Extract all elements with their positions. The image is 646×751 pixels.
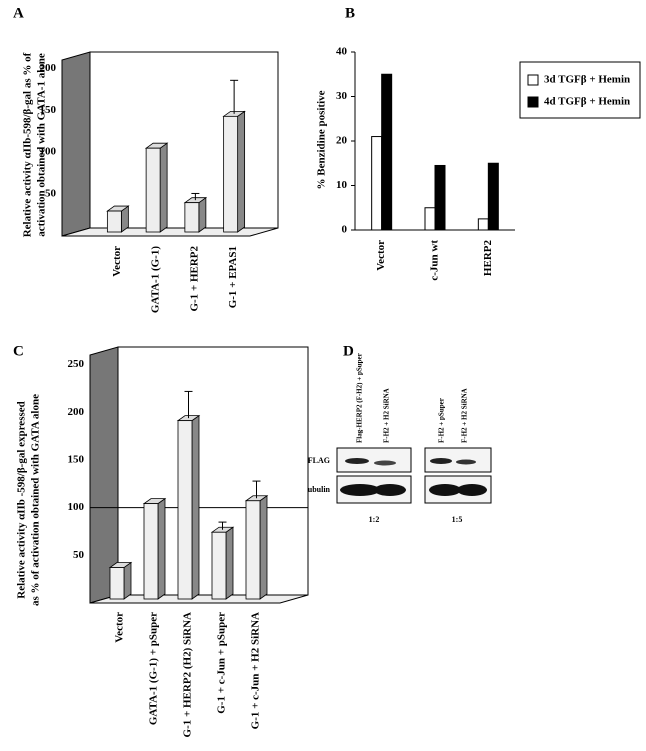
y-tick-label: 0 — [342, 224, 348, 236]
panel-label: C — [13, 343, 24, 359]
y-axis-label: Relative activity αIIb-598/β-gal as % of — [22, 52, 34, 237]
x-tick-label: Vector — [114, 612, 126, 643]
bar-side — [191, 414, 200, 600]
bar — [371, 136, 383, 231]
x-tick-label: G-1 + c-Jun + pSuper — [216, 612, 228, 714]
y-tick-label: 100 — [68, 501, 85, 513]
x-tick-label: c-Jun wt — [429, 240, 441, 281]
panel-label: A — [13, 5, 24, 21]
bar — [106, 210, 122, 233]
bar — [109, 567, 125, 600]
ratio-label: 1:5 — [452, 515, 463, 524]
x-tick-label: HERP2 — [482, 240, 494, 277]
bar-side — [259, 494, 268, 600]
bar — [177, 420, 193, 600]
y-axis-label: activation obtained with GATA-1 alone — [36, 53, 48, 237]
bar — [381, 73, 393, 231]
bar — [245, 500, 261, 600]
y-axis-label: % Benzidine positive — [316, 90, 328, 189]
bar — [184, 202, 200, 233]
y-tick-label: 20 — [336, 135, 348, 147]
lane-label: F-H2 + H2 SiRNA — [383, 388, 391, 443]
y-tick-label: 10 — [336, 179, 348, 191]
left-wall — [61, 51, 91, 237]
bar — [145, 147, 161, 233]
bar-side — [123, 561, 132, 600]
y-tick-label: 40 — [336, 46, 348, 58]
legend-swatch — [527, 74, 539, 86]
bar — [211, 531, 227, 600]
bar — [424, 207, 436, 231]
bar-side — [159, 142, 168, 233]
x-tick-label: G-1 + EPAS1 — [227, 246, 239, 308]
y-tick-label: 250 — [68, 358, 85, 370]
y-tick-label: 100 — [40, 146, 57, 158]
lane-label: F-H2 + pSuper — [438, 398, 446, 443]
x-tick-label: GATA-1 (G-1) + pSuper — [148, 612, 160, 725]
legend-label: 3d TGFβ + Hemin — [544, 74, 630, 86]
y-axis-label: as % of activation obtained with GATA al… — [30, 394, 42, 606]
y-tick-label: 200 — [40, 62, 57, 74]
row-label: α-Tubulin — [296, 485, 331, 494]
bar-side — [237, 110, 246, 233]
row-label: α-FLAG — [301, 456, 330, 465]
y-tick-label: 150 — [68, 453, 85, 465]
y-tick-label: 150 — [40, 104, 57, 116]
y-tick-label: 50 — [73, 549, 85, 561]
bar — [143, 503, 159, 600]
bar — [477, 218, 489, 231]
x-tick-label: Vector — [375, 240, 387, 271]
lane-label: F-H2 + H2 SiRNA — [461, 388, 469, 443]
floor — [61, 227, 279, 237]
bar-side — [198, 196, 207, 233]
blot-image — [336, 447, 492, 504]
panel-label: B — [345, 5, 355, 21]
bar — [223, 115, 239, 233]
panel-label: D — [343, 343, 354, 359]
y-tick-label: 30 — [336, 90, 348, 102]
bar — [487, 162, 499, 231]
y-axis-label: Relative activity αIIb -598/β-gal expres… — [16, 401, 28, 598]
ratio-label: 1:2 — [369, 515, 380, 524]
bar-side — [157, 497, 166, 600]
back-wall — [89, 51, 279, 229]
x-tick-label: G-1 + HERP2 — [188, 246, 200, 312]
y-tick-label: 50 — [45, 188, 57, 200]
x-tick-label: Vector — [111, 246, 123, 277]
y-tick-label: 200 — [68, 406, 85, 418]
x-tick-label: G-1 + c-Jun + H2 SiRNA — [250, 612, 262, 729]
legend-swatch — [527, 96, 539, 108]
x-tick-label: G-1 + HERP2 (H2) SiRNA — [182, 612, 194, 737]
x-tick-label: GATA-1 (G-1) — [150, 246, 162, 313]
bar — [434, 164, 446, 231]
legend-box — [519, 61, 641, 119]
bar-side — [225, 526, 234, 600]
legend-label: 4d TGFβ + Hemin — [544, 96, 630, 108]
lane-label: Flag-HERP2 (F-H2) + pSuper — [356, 353, 364, 443]
